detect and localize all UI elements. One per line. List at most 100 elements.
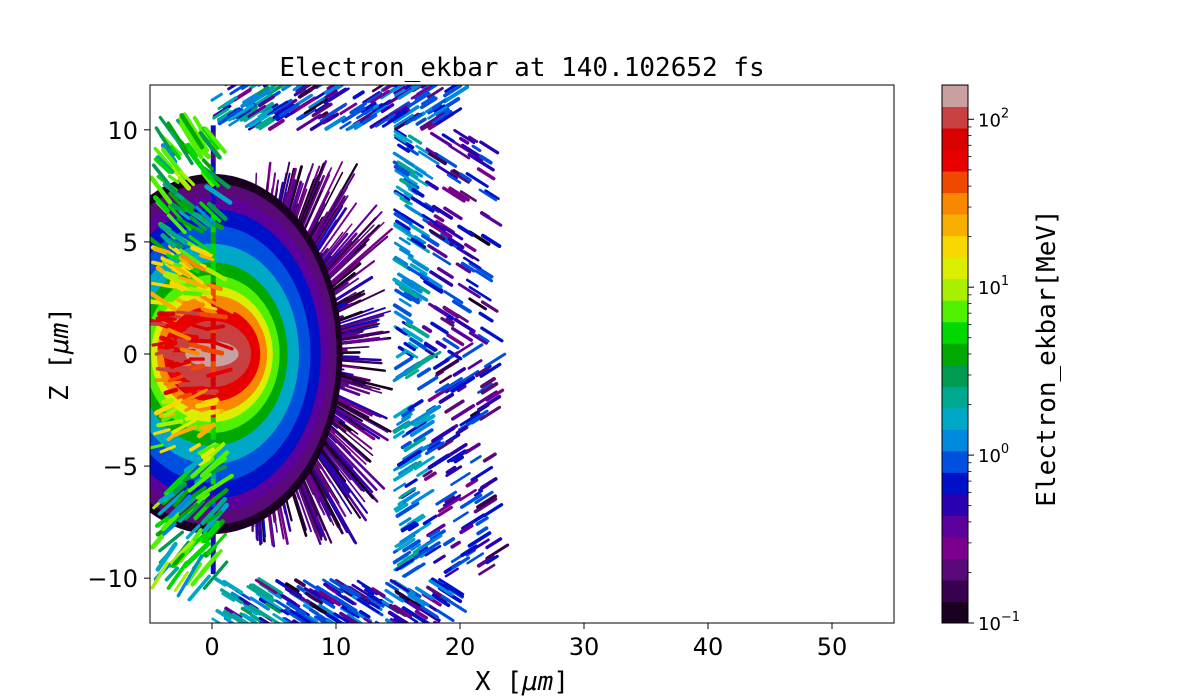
reflected-streak [202, 502, 230, 534]
rear-streak [393, 310, 414, 324]
rear-streak [484, 189, 500, 201]
colorbar-segment [942, 128, 968, 151]
reflected-streak [172, 552, 185, 566]
edge-streak [420, 625, 433, 633]
rear-streak [393, 130, 413, 144]
reflected-streak [182, 290, 203, 297]
rear-streak [465, 278, 479, 288]
hot-electron-streak [318, 431, 374, 494]
rear-streak [439, 374, 453, 384]
rear-streak [425, 541, 441, 552]
edge-streak [227, 85, 238, 91]
front-surface-cell [210, 500, 216, 507]
rear-streak [409, 413, 427, 425]
reflected-streak [165, 359, 190, 367]
edge-streak [421, 95, 436, 106]
reflected-streak [198, 423, 217, 430]
rear-streak [474, 490, 494, 505]
rear-streak [398, 236, 411, 246]
rear-streak [478, 188, 498, 202]
edge-streak [388, 603, 408, 617]
reflected-streak [162, 522, 177, 536]
edge-streak [214, 577, 228, 587]
front-surface-cell [210, 198, 216, 205]
rear-streak [441, 225, 464, 241]
reflected-streak [150, 561, 169, 590]
rear-streak [473, 497, 498, 514]
rear-streak [456, 246, 475, 260]
edge-streak [431, 109, 453, 124]
edge-streak [427, 86, 444, 99]
reflected-streak [187, 472, 212, 493]
edge-streak [324, 115, 347, 131]
front-surface-cell [210, 315, 216, 322]
rear-streak [392, 371, 407, 383]
edge-streak [341, 605, 358, 617]
reflected-streak [188, 574, 211, 601]
rear-streak [464, 442, 481, 455]
rear-streak [403, 292, 420, 305]
front-surface-cell [210, 237, 216, 244]
rear-streak [431, 454, 451, 468]
rear-streak [444, 399, 465, 414]
rear-streak [450, 540, 461, 549]
rear-streak [409, 223, 430, 239]
reflected-streak [178, 121, 204, 160]
reflected-streak [177, 175, 192, 191]
reflected-streak [153, 398, 184, 416]
edge-streak [272, 103, 295, 120]
reflected-streak [201, 158, 214, 171]
rear-streak [452, 511, 469, 523]
rear-streak [427, 244, 448, 259]
rear-streak [473, 489, 484, 497]
rear-streak [409, 263, 428, 276]
edge-streak [340, 587, 353, 597]
front-surface-cell [210, 489, 216, 496]
rear-streak [459, 190, 477, 202]
rear-streak [392, 303, 412, 317]
edge-streak [257, 85, 261, 86]
rear-streak [413, 428, 434, 443]
reflected-streak [183, 457, 204, 473]
x-tick-label: 40 [693, 633, 724, 661]
edge-streak [326, 85, 337, 90]
rear-streak [400, 521, 417, 533]
rear-streak [407, 522, 419, 532]
rear-streak [442, 337, 460, 350]
edge-streak [309, 622, 312, 623]
edge-streak [221, 76, 230, 82]
edge-streak [408, 600, 423, 612]
edge-streak [419, 605, 440, 619]
rear-streak [457, 224, 475, 237]
rear-streak [470, 465, 494, 482]
edge-streak [406, 627, 426, 640]
rear-streak [445, 465, 457, 475]
edge-streak [257, 577, 284, 595]
rear-streak [451, 556, 471, 570]
edge-streak [228, 118, 240, 127]
reflected-streak [168, 494, 192, 519]
rear-streak [405, 321, 430, 339]
edge-streak [258, 95, 275, 108]
rear-streak [452, 367, 466, 377]
rear-streak [437, 505, 453, 517]
front-surface-cell [210, 192, 216, 199]
rear-streak [421, 325, 433, 334]
rear-streak [430, 131, 452, 147]
rear-streak [411, 289, 429, 302]
rear-streak [458, 136, 470, 145]
reflected-streak [197, 443, 220, 455]
reflected-streak [157, 490, 186, 516]
rear-streak [394, 356, 413, 371]
edge-streak [428, 579, 454, 597]
rear-streak [442, 494, 462, 507]
edge-streak [335, 591, 355, 605]
rear-streak [445, 317, 455, 324]
rear-streak [475, 390, 498, 406]
rear-streak [467, 153, 480, 162]
rear-streak [393, 133, 407, 144]
rear-streak [466, 552, 485, 565]
edge-streak [397, 85, 422, 100]
edge-streak [403, 621, 409, 623]
reflected-streak [192, 116, 205, 134]
